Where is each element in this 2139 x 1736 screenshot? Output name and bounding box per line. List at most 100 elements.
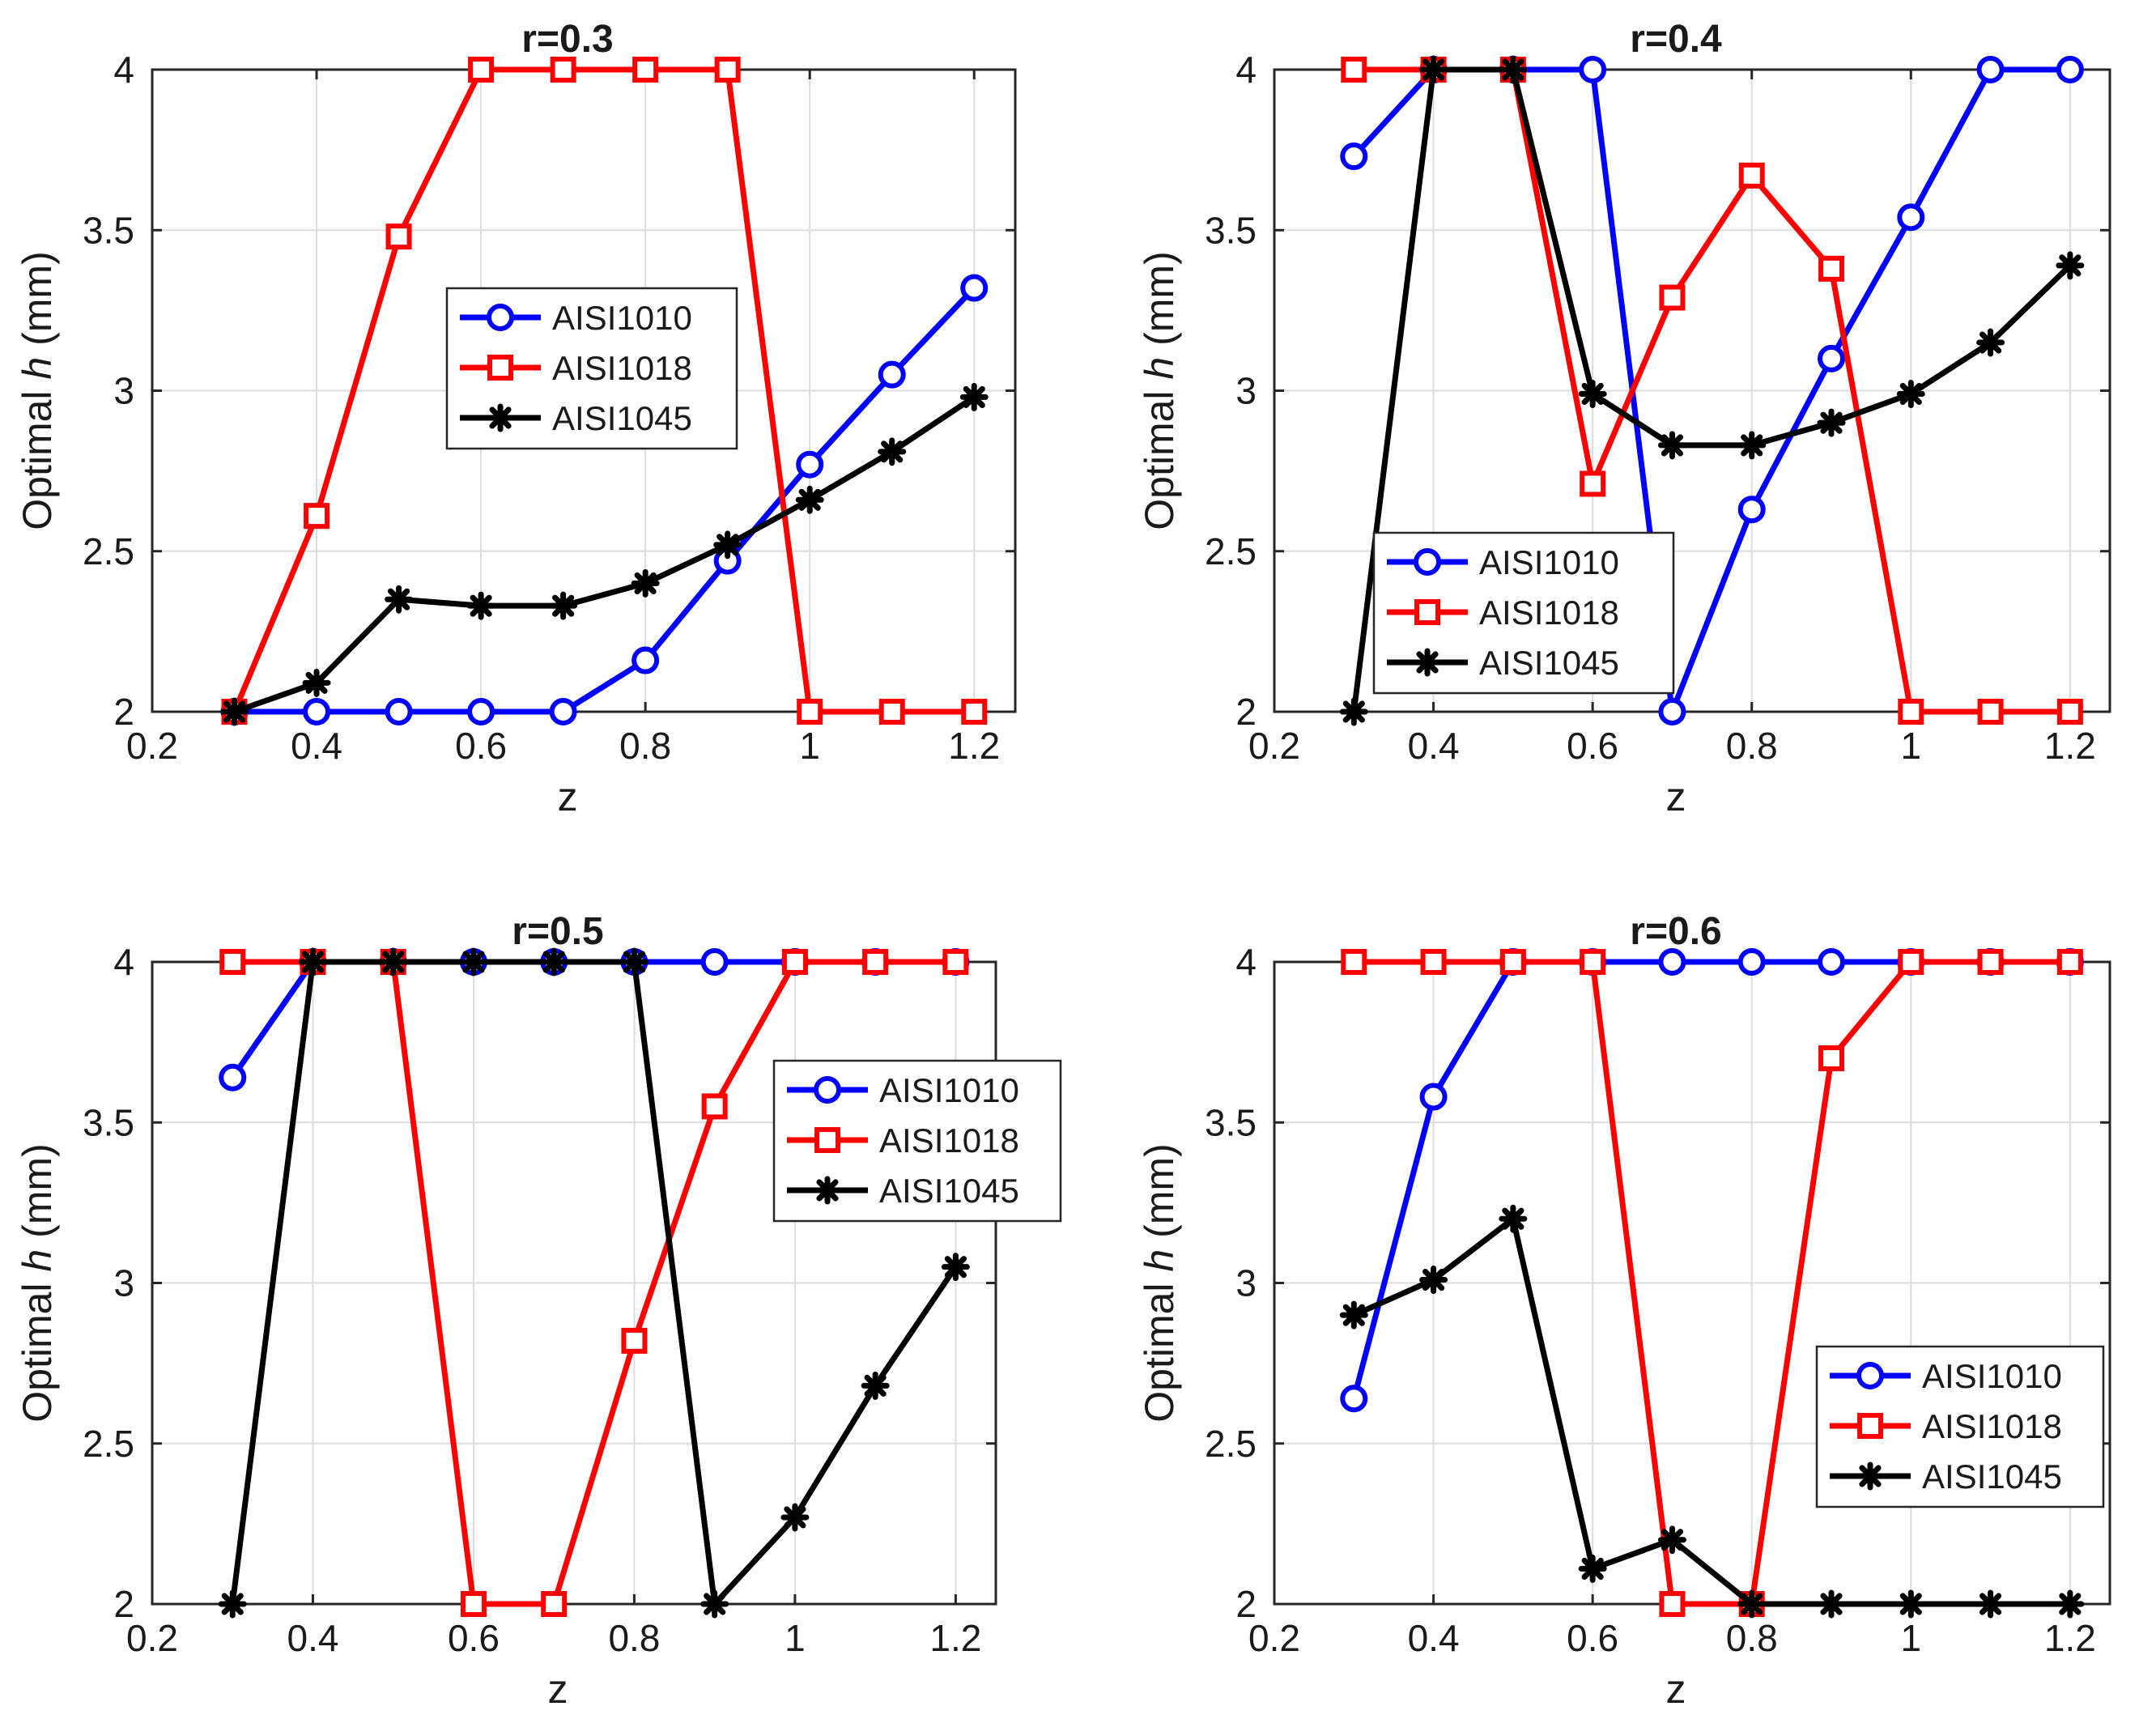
legend-label: AISI1018 — [552, 349, 692, 387]
chart-panel-3: 0.2 0.4 0.6 0.8 1 1.2 2 2.5 3 3.5 4 z Optimal h (mm)… — [15, 910, 1062, 1712]
data-point — [541, 1591, 568, 1617]
data-point — [1341, 57, 1367, 83]
legend-entry: AISI1018 — [1387, 594, 1619, 632]
data-point — [2056, 56, 2084, 83]
data-point — [781, 949, 808, 975]
legend-label: AISI1018 — [1479, 594, 1619, 632]
y-axis-label: Optimal h (mm) — [15, 251, 60, 530]
data-point — [1817, 1589, 1846, 1619]
data-point — [1977, 699, 2004, 725]
series-AISI1045 — [218, 947, 970, 1619]
data-point — [1976, 328, 2005, 357]
legend-marker — [1414, 599, 1440, 625]
data-point — [467, 698, 495, 725]
data-point — [1658, 948, 1686, 976]
data-point — [385, 223, 412, 250]
data-point — [1896, 379, 1925, 408]
data-point — [621, 1327, 648, 1354]
data-point — [1580, 949, 1606, 975]
y-tick-label: 2.5 — [1205, 1423, 1257, 1465]
data-point — [385, 698, 413, 725]
x-tick-label: 0.6 — [1567, 725, 1618, 767]
legend-marker — [1856, 1362, 1884, 1389]
data-point — [2056, 1589, 2085, 1619]
x-tick-label: 0.8 — [608, 1617, 660, 1659]
data-point — [701, 1093, 728, 1120]
data-point — [468, 57, 495, 83]
legend-label: AISI1018 — [1922, 1407, 2062, 1445]
data-point — [960, 274, 989, 302]
y-tick-label: 3.5 — [1205, 1101, 1257, 1143]
data-point — [1977, 949, 2004, 975]
data-point — [1499, 1204, 1528, 1233]
x-tick-label: 0.6 — [448, 1617, 500, 1659]
y-tick-label: 4 — [1235, 49, 1257, 91]
data-point — [550, 57, 576, 83]
legend-entry: AISI1018 — [460, 349, 692, 387]
legend-entry: AISI1018 — [1830, 1407, 2062, 1445]
data-point — [1340, 143, 1368, 171]
series-AISI1045 — [1339, 55, 2085, 726]
data-point — [302, 668, 331, 697]
y-tick-label: 3.5 — [83, 1101, 134, 1143]
data-point — [700, 1589, 729, 1619]
x-axis-label: z — [558, 774, 578, 819]
data-point — [379, 947, 408, 976]
chart-panel-2: 0.2 0.4 0.6 0.8 1 1.2 2 2.5 3 3.5 4 z Optimal h (mm)… — [1137, 18, 2111, 819]
y-tick-label: 4 — [1235, 941, 1257, 983]
data-point — [1659, 1591, 1686, 1617]
data-point — [878, 699, 905, 725]
data-point — [714, 57, 741, 83]
series-line — [232, 66, 975, 715]
legend: AISI1010 AISI1018 AISI1045 — [1815, 1345, 2105, 1508]
data-point — [1898, 949, 1924, 975]
x-tick-label: 1.2 — [929, 1617, 981, 1659]
data-point — [303, 698, 331, 725]
data-point — [797, 699, 823, 725]
y-axis-label: Optimal h (mm) — [1137, 1143, 1182, 1422]
data-point — [304, 503, 330, 530]
x-tick-label: 0.4 — [1408, 1617, 1460, 1659]
x-tick-label: 1 — [799, 725, 820, 767]
legend: AISI1010 AISI1018 AISI1045 — [445, 287, 738, 450]
data-point — [1419, 55, 1448, 84]
chart-title: r=0.4 — [1630, 18, 1722, 61]
data-point — [1419, 1083, 1448, 1111]
data-point — [1657, 431, 1686, 460]
data-point — [1580, 470, 1606, 497]
legend: AISI1010 AISI1018 AISI1045 — [1372, 531, 1675, 695]
series-line — [1350, 66, 2073, 713]
x-tick-label: 0.8 — [1726, 1617, 1778, 1659]
data-point — [961, 699, 988, 725]
y-tick-label: 2.5 — [83, 1423, 134, 1465]
series-AISI1045 — [220, 382, 989, 726]
chart-title: r=0.3 — [521, 18, 613, 61]
x-axis-label: z — [548, 1666, 568, 1712]
y-axis-label: Optimal h (mm) — [15, 1143, 60, 1422]
series-AISI1045 — [1339, 1204, 2085, 1619]
legend-marker — [1857, 1413, 1883, 1439]
data-point — [1578, 1554, 1607, 1583]
y-tick-label: 4 — [113, 941, 134, 983]
y-tick-label: 3 — [113, 370, 134, 412]
y-tick-label: 3 — [113, 1262, 134, 1304]
y-tick-label: 2.5 — [83, 530, 134, 572]
legend-marker — [486, 403, 515, 432]
data-point — [959, 382, 989, 411]
data-point — [1738, 162, 1765, 189]
legend-entry: AISI1045 — [460, 399, 692, 437]
data-point — [1818, 255, 1844, 282]
data-point — [2056, 949, 2083, 975]
data-point — [1499, 949, 1526, 975]
data-point — [1737, 496, 1766, 524]
data-point — [219, 949, 246, 975]
data-point — [1737, 948, 1766, 976]
data-point — [385, 585, 414, 614]
data-point — [1579, 56, 1607, 83]
data-point — [549, 698, 577, 725]
data-point — [632, 57, 659, 83]
data-point — [1737, 1589, 1767, 1619]
legend-marker — [487, 355, 513, 381]
legend-marker — [487, 304, 514, 331]
